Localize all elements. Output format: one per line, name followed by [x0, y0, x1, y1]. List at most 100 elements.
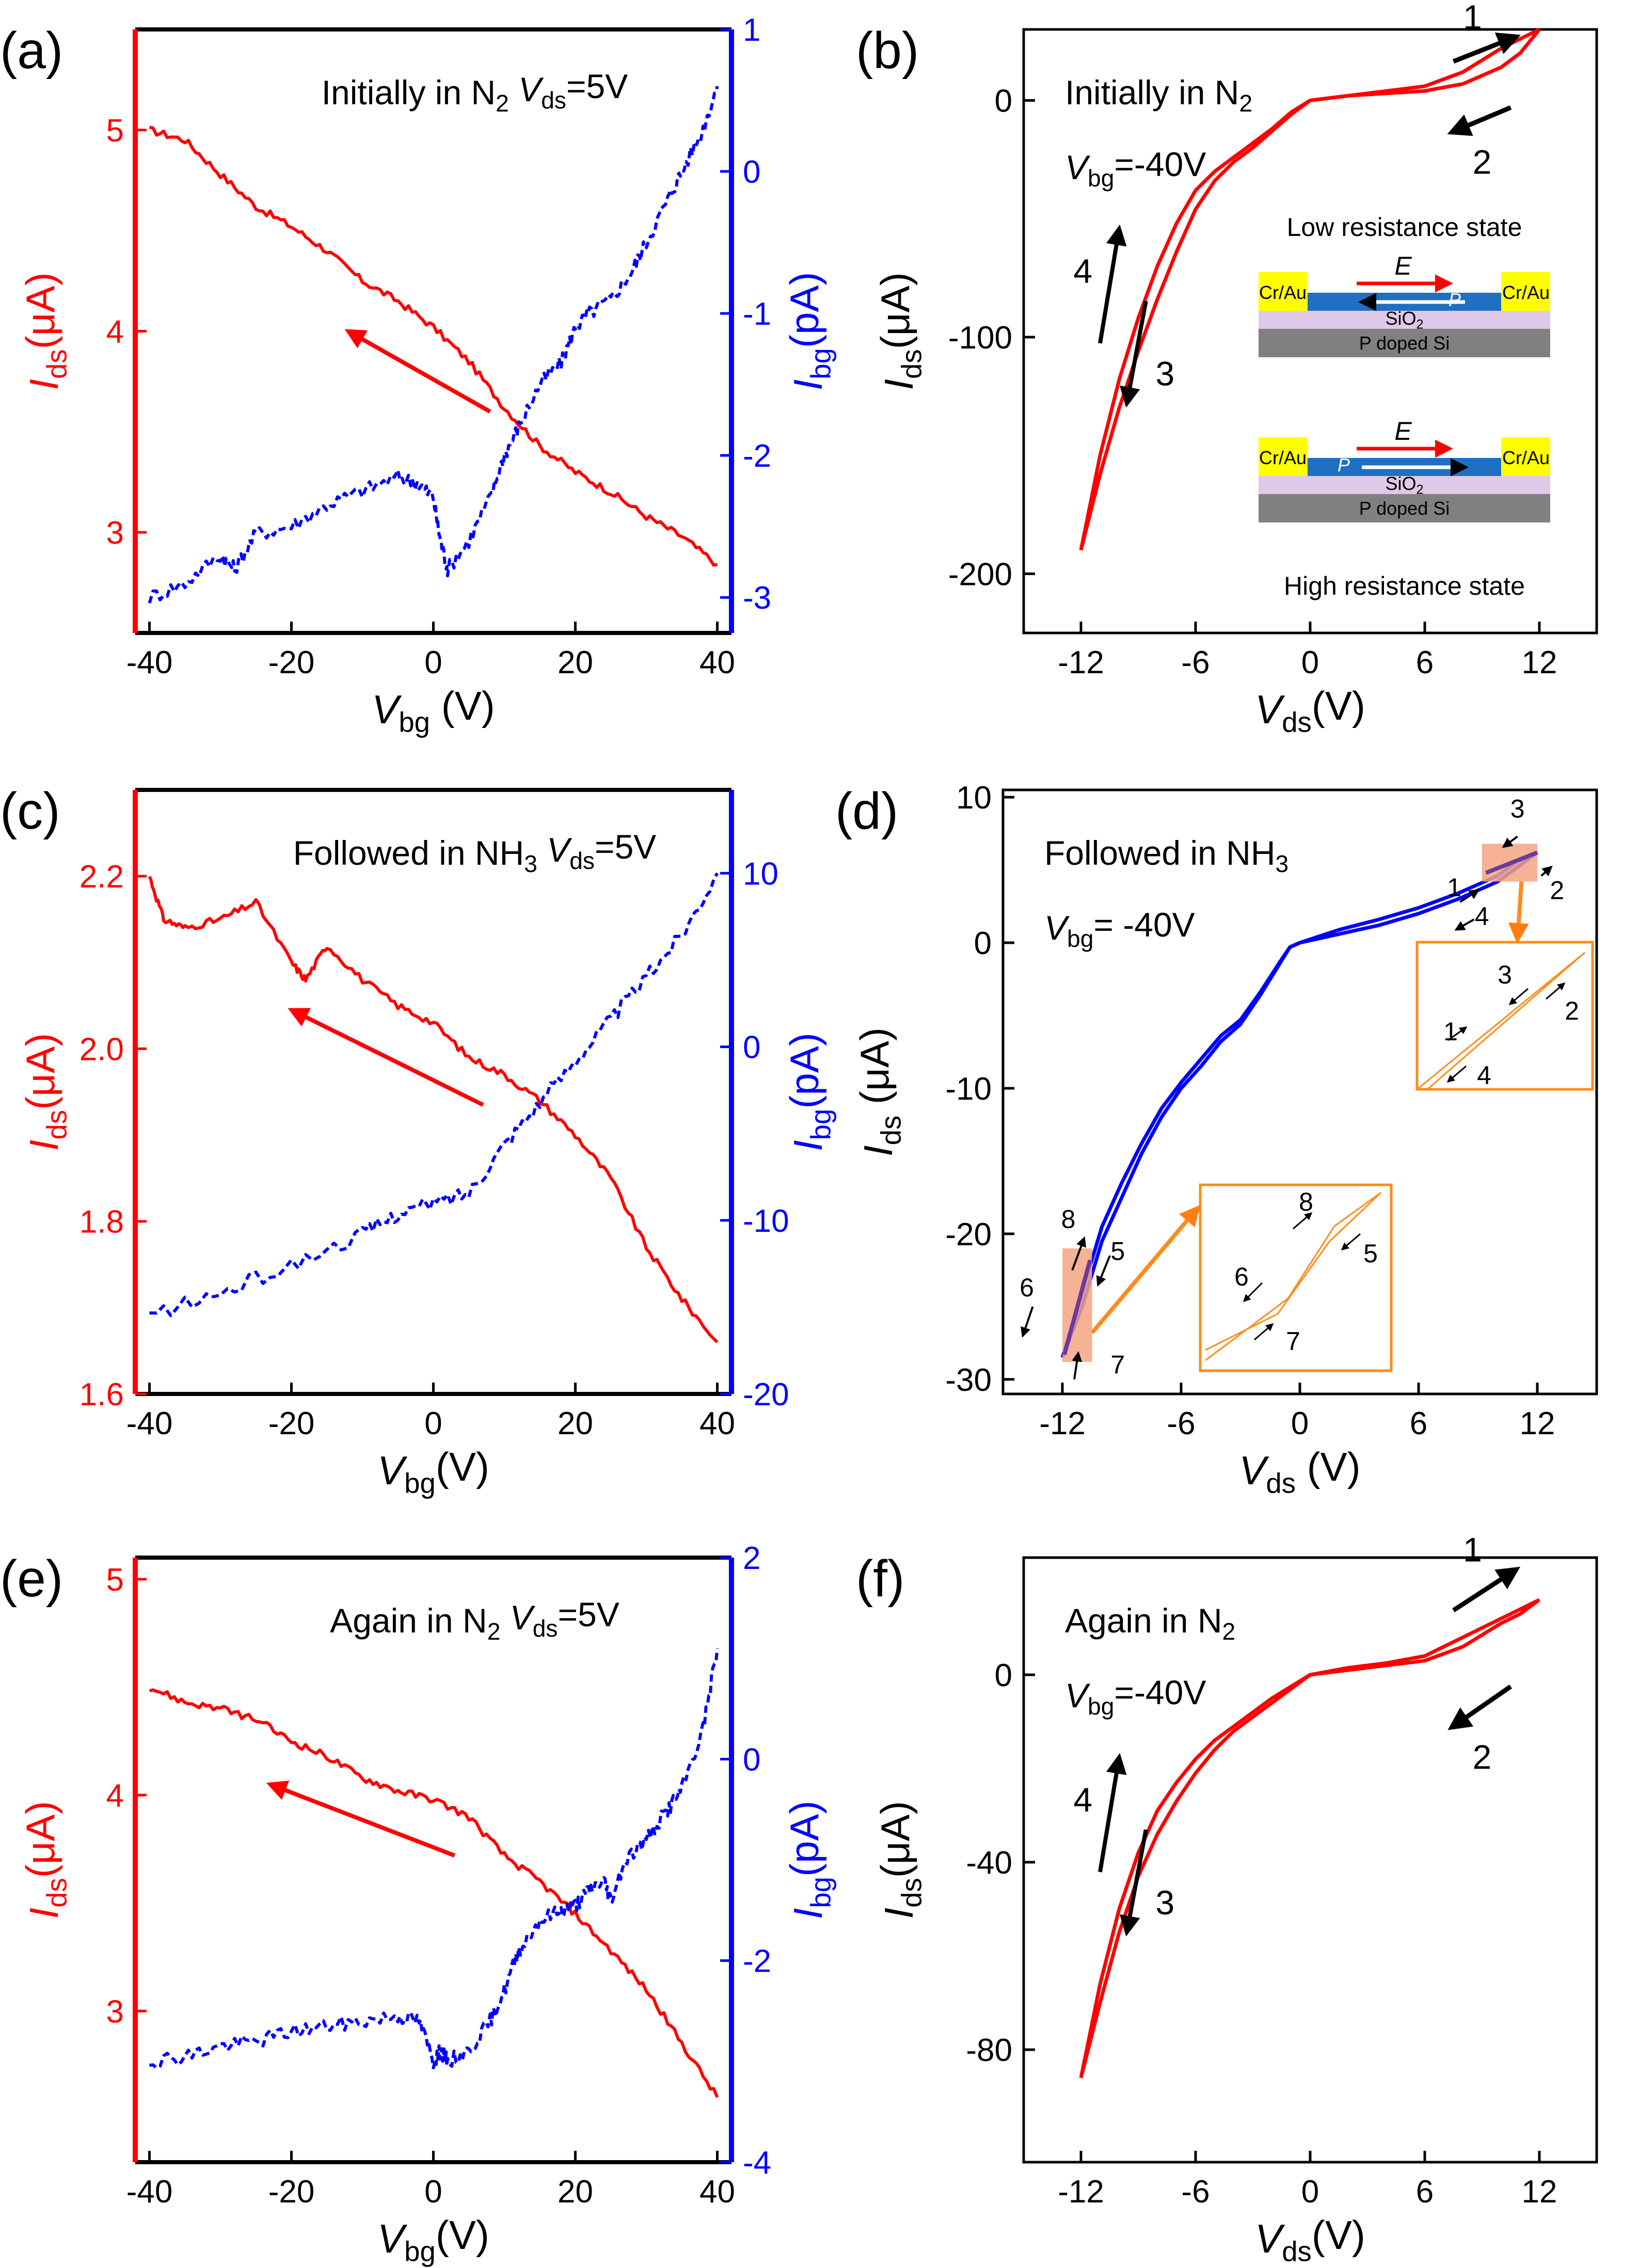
- arrow-label: 8: [1299, 1187, 1313, 1216]
- y-axis-label-sub: ds: [41, 349, 72, 379]
- field-label: E: [1394, 251, 1412, 280]
- x-tick-label: 40: [699, 645, 735, 680]
- panel-b: (b)-12 -6 0 6 12-200-1000Vds(V)Ids(μA)Initia…: [856, 0, 1598, 738]
- electrode-right: [1501, 437, 1550, 476]
- ann-var-sub: ds: [533, 1615, 558, 1642]
- x-tick-label: -6: [1167, 1406, 1195, 1441]
- x-tick-label: 0: [424, 2174, 442, 2210]
- y-tick-label: 1.6: [79, 1377, 124, 1413]
- direction-arrow: [1540, 865, 1553, 877]
- x-tick-label: -12: [1058, 2174, 1104, 2210]
- y-tick-label: 3: [106, 1994, 124, 2029]
- x-tick-label: -6: [1181, 645, 1210, 680]
- direction-arrow: [1243, 1282, 1263, 1303]
- x-axis-label: Vbg(V): [377, 1444, 489, 1499]
- electrode-right: [1501, 272, 1550, 311]
- arrow-label: 1: [1443, 1017, 1458, 1046]
- direction-arrow: [1254, 1323, 1274, 1341]
- sweep-arrow: [344, 329, 491, 414]
- y2-axis-label: Ibg(pA): [782, 272, 836, 391]
- arrow-label: 1: [1463, 1531, 1482, 1569]
- x-tick-label: 6: [1416, 2174, 1434, 2210]
- arrow-label: 8: [1061, 1205, 1076, 1234]
- direction-arrow: [1098, 224, 1127, 344]
- x-axis-label-var: V: [1255, 2216, 1285, 2261]
- x-axis-label-unit: (V): [436, 2212, 489, 2258]
- ann-prefix-sub: 2: [487, 1618, 501, 1645]
- oxide-label: SiO2: [1385, 473, 1423, 497]
- y-axis-label: Ids(μA): [872, 1801, 927, 1918]
- y-tick-label: -100: [948, 320, 1012, 356]
- y2-axis-label-var: I: [785, 379, 831, 391]
- electrode-label: Cr/Au: [1259, 447, 1307, 468]
- x-axis-label-var: V: [1255, 687, 1285, 732]
- zoom-inset-bottom: [1199, 1183, 1393, 1372]
- direction-arrow: [1447, 1026, 1468, 1041]
- ann-value: =-40V: [1114, 1673, 1206, 1711]
- direction-arrow: [1454, 918, 1475, 931]
- oxide-sub: 2: [1417, 318, 1424, 332]
- zoom-pointer: [1090, 1204, 1201, 1335]
- series-I_bg: [149, 872, 719, 1318]
- y2-tick-label: -2: [743, 1944, 771, 1979]
- ann-space: [500, 1598, 510, 1637]
- arrow-label: 1: [1463, 0, 1482, 36]
- oxide-label: SiO2: [1385, 308, 1423, 332]
- y-tick-label: 1.8: [79, 1204, 124, 1240]
- electrode-left: [1259, 272, 1308, 311]
- polarization-label: P: [1449, 289, 1461, 310]
- series-I_ds: [149, 1688, 719, 2098]
- x-axis-label-var: V: [377, 2216, 408, 2261]
- x-axis-label-unit: (V): [1312, 683, 1365, 728]
- y-tick-label: 2.2: [79, 859, 124, 895]
- y2-axis-label-sub: bg: [805, 1108, 836, 1140]
- direction-arrow: [1119, 1829, 1148, 1937]
- direction-arrow: [1452, 1566, 1521, 1612]
- series-sweep-inner: [1079, 1598, 1540, 2079]
- y-tick-label: 10: [956, 780, 992, 816]
- panel-label-a: (a): [0, 22, 63, 80]
- y-axis-label-unit: (μA): [852, 1027, 897, 1116]
- y2-axis-label-var: I: [785, 1908, 831, 1920]
- panel-label-c: (c): [0, 782, 60, 840]
- y-axis-label-unit: (μA): [18, 1033, 63, 1110]
- x-tick-label: 12: [1520, 1406, 1555, 1441]
- x-axis-label: Vbg (V): [372, 683, 495, 738]
- electrode-label: Cr/Au: [1502, 282, 1550, 303]
- y2-tick-label: -3: [743, 580, 771, 616]
- y-tick-label: 3: [106, 515, 124, 551]
- direction-arrow: [1446, 1065, 1467, 1083]
- arrow-label: 4: [1475, 902, 1489, 931]
- ann-prefix-sub: 2: [1222, 1618, 1236, 1645]
- y-tick-label: -80: [966, 2033, 1012, 2068]
- condition-annotation: Initially in N2 Vds=5V: [322, 67, 628, 117]
- gate-annotation: Vbg=-40V: [1065, 145, 1206, 192]
- y-axis-label-unit: (μA): [872, 272, 918, 349]
- y-axis-label-sub: ds: [875, 1116, 906, 1146]
- series-I_bg: [149, 1648, 719, 2070]
- ann-prefix: Initially in N: [1065, 73, 1239, 112]
- ann-var: V: [1065, 148, 1091, 186]
- ann-var-sub: bg: [1067, 925, 1093, 952]
- y2-axis-label-unit: (pA): [782, 1801, 827, 1877]
- y2-axis-label-var: I: [785, 1140, 831, 1151]
- x-tick-label: -40: [126, 1406, 173, 1441]
- ann-prefix: Followed in NH: [293, 834, 524, 872]
- y-axis-label: Ids(μA): [18, 272, 72, 390]
- x-axis-label-sub: ds: [1266, 1467, 1296, 1499]
- arrow-label: 2: [1473, 142, 1492, 181]
- electrode-label: Cr/Au: [1502, 447, 1550, 468]
- ann-space: [537, 831, 547, 869]
- arrow-label: 2: [1550, 876, 1564, 905]
- arrow-label: 2: [1565, 996, 1579, 1025]
- x-axis-label: Vds (V): [1239, 1444, 1360, 1499]
- oxide-sub: 2: [1417, 483, 1424, 497]
- x-axis-label-var: V: [1239, 1448, 1269, 1493]
- x-tick-label: 20: [558, 1406, 593, 1441]
- y2-axis-label-sub: bg: [805, 348, 836, 379]
- direction-arrow: [1508, 988, 1529, 1005]
- y2-tick-label: 0: [743, 154, 760, 190]
- y2-tick-label: -1: [743, 296, 771, 332]
- x-axis-label-unit: (V): [1296, 1444, 1361, 1489]
